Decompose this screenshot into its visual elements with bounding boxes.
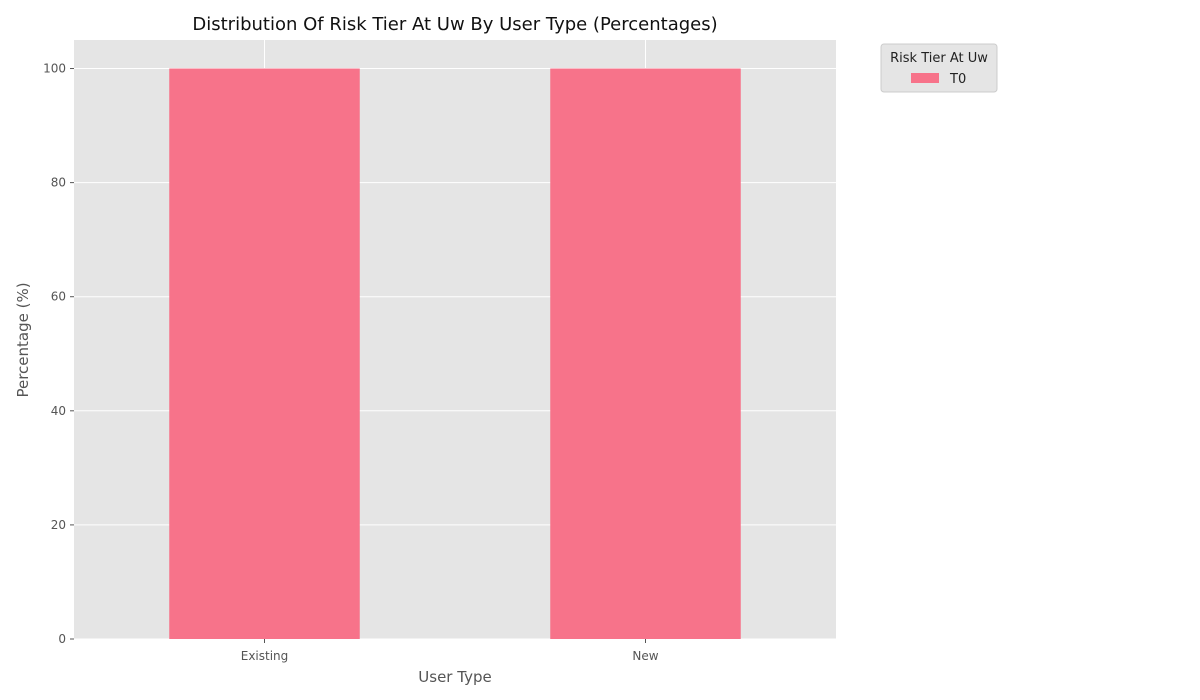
x-axis-ticks: Existing New: [241, 639, 659, 663]
y-tick-label: 40: [51, 404, 66, 418]
legend: Risk Tier At Uw T0: [880, 43, 998, 93]
y-tick-label: 0: [58, 632, 66, 646]
bar-T0-New: [550, 68, 741, 640]
legend-swatch: [911, 73, 939, 83]
y-tick-label: 100: [43, 62, 66, 76]
legend-frame: [880, 43, 998, 93]
y-tick-label: 60: [51, 290, 66, 304]
y-tick-label: 80: [51, 176, 66, 190]
y-axis-title: Percentage (%): [14, 282, 32, 397]
legend-title: Risk Tier At Uw: [890, 51, 988, 66]
y-axis-ticks: 0 20 40 60 80 100: [43, 62, 74, 646]
bars: [169, 68, 741, 640]
y-tick-label: 20: [51, 518, 66, 532]
x-tick-label: New: [632, 649, 658, 663]
legend-label: T0: [949, 72, 966, 87]
legend-items: T0: [911, 72, 966, 87]
x-axis-title: User Type: [418, 668, 491, 686]
chart-title: Distribution Of Risk Tier At Uw By User …: [192, 14, 717, 35]
bar-T0-Existing: [169, 68, 360, 640]
x-tick-label: Existing: [241, 649, 289, 663]
